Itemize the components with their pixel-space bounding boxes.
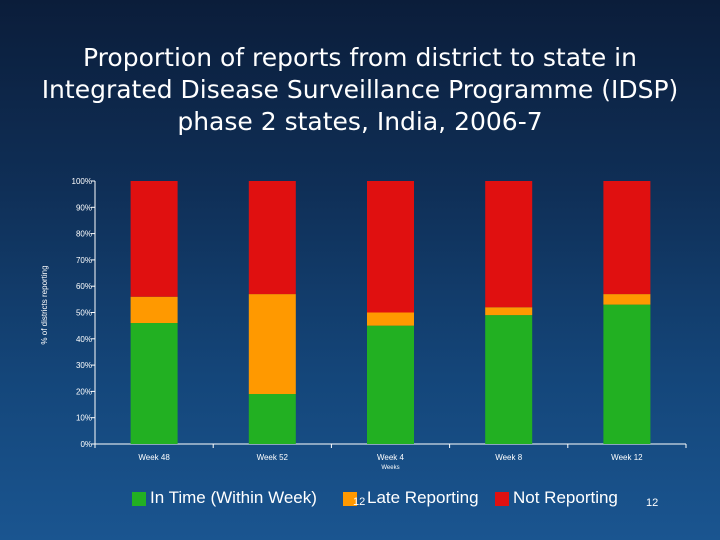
bar-segment-late-reporting [367,312,414,326]
legend-swatch-late [343,492,357,506]
y-tick-label: 60% [76,282,92,291]
y-tick-label: 80% [76,230,92,239]
x-tick-label: Week 48 [138,453,170,462]
x-axis-label: Weeks [381,465,399,471]
bar-segment-not-reporting [485,181,533,308]
legend-label-late: Late Reporting [367,488,479,507]
legend-swatch-not-reporting [495,492,509,506]
x-tick-label: Week 4 [377,453,405,462]
x-tick-label: Week 8 [495,453,523,462]
bar-segment-not-reporting [603,181,651,295]
legend: In Time (Within Week) 12 Late Reporting … [132,488,712,514]
legend-swatch-in-time [132,492,146,506]
y-tick-label: 50% [76,309,92,318]
bar-segment-late-reporting [130,296,178,324]
y-tick-label: 30% [76,361,92,370]
chart-title: Proportion of reports from district to s… [41,43,679,136]
bar-segment-not-reporting [367,181,414,313]
bar-segment-not-reporting [130,181,178,297]
legend-label-in-time: In Time (Within Week) [150,488,317,507]
y-tick-label: 0% [80,440,92,449]
legend-label-not-reporting: Not Reporting [513,488,618,507]
bar-segment-in-time-within-week [130,323,178,444]
bar-segment-not-reporting [248,181,296,295]
y-tick-label: 70% [76,256,92,265]
y-tick-label: 10% [76,414,92,423]
legend-label-in-time-suffix: 12 [353,496,366,508]
bar-segment-in-time-within-week [248,394,296,444]
bar-segment-late-reporting [603,294,651,305]
y-tick-label: 100% [72,177,92,186]
x-tick-label: Week 12 [611,453,643,462]
bar-segment-late-reporting [485,307,533,316]
y-tick-label: 40% [76,335,92,344]
page-number: 12 [646,497,659,509]
bar-segment-in-time-within-week [603,304,651,444]
y-tick-label: 20% [76,387,92,396]
y-axis-label: % of districts reporting [40,265,49,344]
x-tick-label: Week 52 [257,453,289,462]
bar-segment-in-time-within-week [485,315,533,444]
y-tick-label: 90% [76,203,92,212]
bar-segment-in-time-within-week [367,325,414,444]
bar-segment-late-reporting [248,294,296,395]
